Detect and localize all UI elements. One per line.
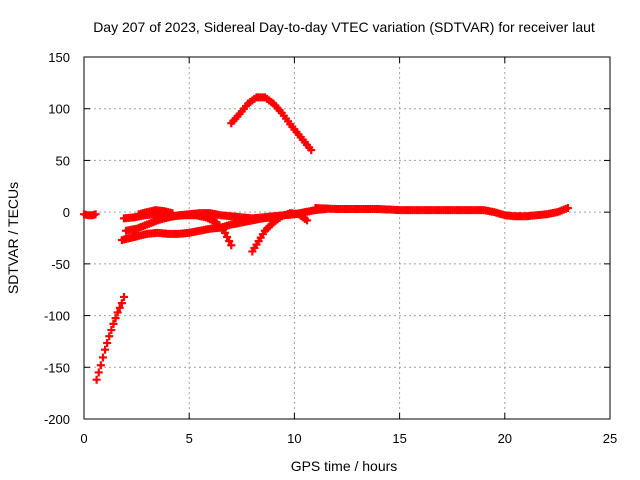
data-point xyxy=(107,326,116,335)
data-point xyxy=(109,319,118,328)
data-point xyxy=(303,216,312,225)
data-point xyxy=(94,368,103,377)
data-point xyxy=(223,232,232,241)
data-point xyxy=(119,292,128,301)
data-point xyxy=(92,375,101,384)
data-point xyxy=(103,338,112,347)
x-tick-label: 0 xyxy=(80,431,87,446)
series-arc-9 xyxy=(311,204,572,221)
x-tick-label: 10 xyxy=(287,431,301,446)
data-point xyxy=(307,146,316,155)
data-point xyxy=(117,299,126,308)
data-point xyxy=(563,204,572,213)
data-point xyxy=(105,332,114,341)
series-arc-2 xyxy=(92,292,128,384)
y-tick-label: -50 xyxy=(51,257,70,272)
series-arc-8 xyxy=(248,209,312,256)
y-tick-label: -150 xyxy=(44,360,70,375)
plot-frame xyxy=(83,56,611,420)
x-tick-label: 15 xyxy=(392,431,406,446)
data-point xyxy=(96,361,105,370)
x-tick-label: 20 xyxy=(498,431,512,446)
data-point xyxy=(111,314,120,323)
series-arc-7 xyxy=(134,206,177,219)
data-point xyxy=(113,308,122,317)
grid-lines xyxy=(84,57,610,419)
x-axis-label: GPS time / hours xyxy=(291,458,398,474)
axis-ticks: 0 5 10 15 20 25 -200 -150 -100 -50 0 50 100 150 xyxy=(44,50,617,446)
y-tick-label: 150 xyxy=(48,50,70,65)
data-point xyxy=(227,241,236,250)
y-tick-label: 0 xyxy=(63,205,70,220)
data-points xyxy=(80,93,572,384)
data-point xyxy=(220,228,229,237)
y-axis-label: SDTVAR / TECUs xyxy=(5,182,21,294)
data-point xyxy=(101,345,110,354)
data-point xyxy=(168,209,177,218)
data-point xyxy=(98,353,107,362)
data-point xyxy=(225,237,234,246)
series-arc-3 xyxy=(227,93,316,155)
x-tick-label: 25 xyxy=(603,431,617,446)
data-point xyxy=(115,303,124,312)
chart-title: Day 207 of 2023, Sidereal Day-to-day VTE… xyxy=(93,19,595,35)
y-tick-label: 100 xyxy=(48,102,70,117)
y-tick-label: -100 xyxy=(44,309,70,324)
data-point xyxy=(91,210,100,219)
y-tick-label: -200 xyxy=(44,412,70,427)
x-tick-label: 5 xyxy=(186,431,193,446)
y-tick-label: 50 xyxy=(56,153,70,168)
series-arc-1 xyxy=(80,210,100,220)
